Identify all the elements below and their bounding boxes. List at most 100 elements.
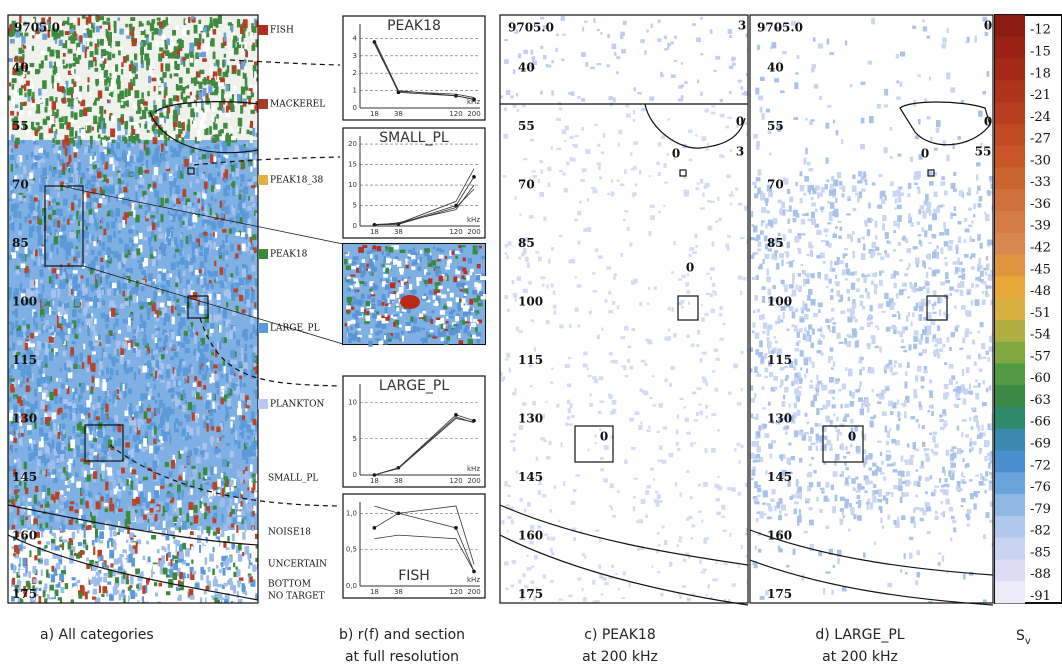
texture — [40, 528, 45, 531]
texture — [90, 449, 94, 454]
texture — [592, 376, 597, 379]
texture — [96, 26, 100, 32]
texture — [105, 324, 108, 328]
texture — [218, 502, 223, 506]
texture — [35, 250, 38, 257]
texture — [73, 364, 77, 369]
texture — [237, 19, 240, 27]
texture — [120, 483, 124, 487]
texture — [57, 83, 59, 91]
texture — [249, 478, 251, 486]
texture — [245, 442, 249, 445]
texture — [133, 348, 136, 353]
texture — [134, 372, 136, 380]
texture — [74, 553, 76, 556]
texture — [104, 503, 109, 506]
texture — [136, 497, 140, 504]
texture — [55, 545, 60, 550]
texture — [102, 562, 105, 567]
texture — [252, 128, 255, 136]
texture — [213, 547, 215, 552]
texture — [614, 52, 616, 56]
texture — [23, 326, 27, 332]
texture — [245, 289, 250, 296]
texture — [546, 456, 550, 460]
texture — [96, 243, 99, 247]
texture — [231, 165, 235, 172]
texture — [188, 502, 193, 510]
texture — [126, 479, 129, 486]
texture — [241, 491, 243, 494]
texture — [148, 557, 151, 563]
texture — [221, 337, 223, 342]
texture — [183, 337, 186, 341]
texture — [623, 219, 626, 221]
texture — [250, 110, 255, 114]
texture — [34, 162, 37, 166]
texture — [710, 201, 715, 203]
texture — [210, 377, 212, 383]
texture — [161, 214, 164, 222]
texture — [23, 166, 26, 174]
texture — [82, 45, 85, 52]
texture — [92, 351, 96, 354]
texture — [40, 428, 43, 435]
texture — [98, 90, 102, 98]
texture — [110, 128, 115, 137]
texture — [113, 480, 116, 489]
texture — [559, 324, 563, 328]
texture — [250, 333, 253, 340]
texture — [88, 535, 93, 543]
texture — [59, 146, 63, 150]
texture — [167, 38, 170, 45]
texture — [116, 370, 119, 375]
texture — [44, 545, 47, 548]
texture — [712, 370, 716, 372]
texture — [60, 454, 64, 462]
texture — [203, 414, 206, 419]
texture — [81, 321, 83, 326]
texture — [504, 561, 509, 565]
texture — [591, 187, 596, 189]
texture — [171, 332, 175, 340]
texture — [513, 104, 517, 107]
texture — [91, 507, 94, 512]
texture — [196, 179, 200, 183]
texture — [66, 323, 71, 329]
texture — [173, 254, 176, 259]
texture — [33, 319, 35, 323]
texture — [235, 188, 238, 195]
texture — [88, 15, 91, 23]
texture — [149, 582, 153, 586]
texture — [252, 511, 255, 516]
texture — [686, 470, 689, 473]
texture — [163, 521, 166, 528]
texture — [199, 472, 201, 479]
texture — [60, 267, 63, 275]
texture — [203, 467, 207, 475]
texture — [183, 447, 188, 453]
texture — [44, 433, 49, 441]
texture — [30, 63, 35, 67]
texture — [254, 141, 257, 148]
texture — [90, 390, 93, 394]
texture — [600, 32, 602, 35]
texture — [60, 280, 62, 286]
texture — [64, 135, 68, 143]
texture — [505, 504, 509, 506]
texture — [84, 582, 87, 586]
texture — [165, 513, 168, 521]
texture — [623, 572, 626, 576]
texture — [170, 74, 173, 79]
texture — [210, 323, 214, 328]
texture — [127, 143, 131, 148]
texture — [229, 374, 232, 382]
texture — [96, 19, 98, 22]
texture — [9, 82, 11, 86]
texture — [36, 110, 41, 113]
texture — [225, 85, 229, 92]
texture — [707, 200, 710, 202]
texture — [173, 563, 178, 570]
texture — [582, 168, 586, 171]
texture — [252, 255, 254, 260]
